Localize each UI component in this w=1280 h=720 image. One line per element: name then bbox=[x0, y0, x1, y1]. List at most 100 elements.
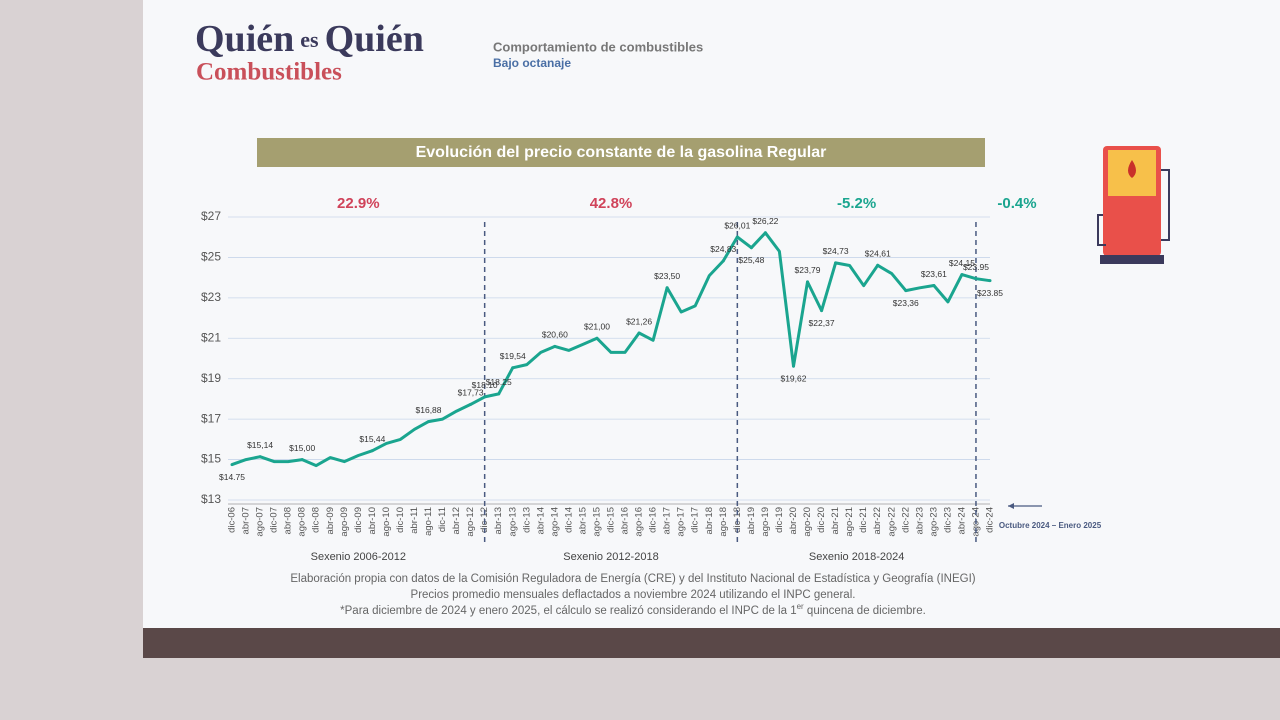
value-label: $23,50 bbox=[654, 271, 680, 281]
x-tick-label: ago-10 bbox=[381, 507, 392, 537]
data-point bbox=[511, 366, 515, 370]
data-point bbox=[806, 280, 810, 284]
value-label: $26,01 bbox=[724, 220, 750, 230]
value-label: $15,00 bbox=[289, 443, 315, 453]
value-label: $16,88 bbox=[416, 405, 442, 415]
x-tick-label: dic-11 bbox=[437, 507, 448, 532]
x-tick-label: ago-11 bbox=[423, 507, 434, 536]
value-label: $23,61 bbox=[921, 269, 947, 279]
x-tick-label: abr-18 bbox=[704, 507, 715, 534]
value-label: $22,37 bbox=[809, 318, 835, 328]
value-label: $20,60 bbox=[542, 330, 568, 340]
value-label: $19,54 bbox=[500, 351, 526, 361]
period-label: Sexenio 2006-2012 bbox=[311, 551, 406, 563]
x-tick-label: abr-21 bbox=[830, 507, 841, 534]
section-subtitle: Bajo octanaje bbox=[493, 56, 571, 70]
x-tick-label: ago-23 bbox=[928, 507, 939, 537]
x-tick-label: dic-13 bbox=[521, 507, 532, 533]
section-title: Comportamiento de combustibles bbox=[493, 39, 703, 54]
data-point bbox=[300, 458, 304, 462]
slide bbox=[143, 0, 1280, 640]
value-label: $24,83 bbox=[710, 244, 736, 254]
x-tick-label: dic-17 bbox=[690, 507, 701, 533]
data-point bbox=[904, 289, 908, 293]
x-tick-label: dic-15 bbox=[606, 507, 617, 533]
data-point bbox=[483, 395, 487, 399]
value-label: $23.95 bbox=[963, 262, 989, 272]
x-tick-label: dic-14 bbox=[563, 507, 574, 533]
x-tick-label: ago-18 bbox=[718, 507, 729, 537]
y-tick-label: $25 bbox=[201, 250, 221, 264]
logo: Quién es Quién bbox=[195, 18, 424, 60]
data-point bbox=[497, 392, 501, 396]
data-point bbox=[637, 331, 641, 335]
x-tick-label: dic-08 bbox=[311, 507, 322, 533]
data-point bbox=[258, 455, 262, 459]
period-change: 42.8% bbox=[590, 195, 633, 212]
data-point bbox=[665, 286, 669, 290]
price-line bbox=[231, 231, 991, 468]
x-tick-label: dic-07 bbox=[269, 507, 280, 533]
value-label: $24,73 bbox=[823, 246, 849, 256]
x-tick-label: abr-24 bbox=[956, 507, 967, 534]
value-label: $18.10 bbox=[472, 380, 498, 390]
x-tick-label: ago-19 bbox=[760, 507, 771, 537]
value-label: $15,44 bbox=[359, 434, 385, 444]
x-tick-label: abr-10 bbox=[367, 507, 378, 534]
value-label: $15,14 bbox=[247, 440, 273, 450]
data-point bbox=[763, 231, 767, 235]
period-arrow-head bbox=[1008, 503, 1014, 509]
x-tick-label: abr-08 bbox=[283, 507, 294, 534]
x-tick-label: ago-17 bbox=[676, 507, 687, 537]
data-point bbox=[595, 336, 599, 340]
x-tick-label: ago-22 bbox=[886, 507, 897, 537]
period-change: 22.9% bbox=[337, 195, 380, 212]
period-label: Sexenio 2012-2018 bbox=[563, 551, 658, 563]
value-label: $21,26 bbox=[626, 316, 652, 326]
y-tick-label: $23 bbox=[201, 290, 221, 304]
data-point bbox=[553, 344, 557, 348]
data-point bbox=[721, 259, 725, 263]
value-label: $26,22 bbox=[752, 216, 778, 226]
x-tick-label: abr-07 bbox=[241, 507, 252, 534]
pump-icon bbox=[1097, 146, 1170, 264]
x-tick-label: abr-22 bbox=[872, 507, 883, 534]
x-tick-label: ago-20 bbox=[802, 507, 813, 537]
value-label: $24,61 bbox=[865, 249, 891, 259]
x-tick-label: abr-14 bbox=[535, 507, 546, 534]
note: *Para diciembre de 2024 y enero 2025, el… bbox=[340, 602, 926, 617]
note: Precios promedio mensuales deflactados a… bbox=[411, 589, 856, 601]
x-tick-label: abr-12 bbox=[451, 507, 462, 534]
period-label: Octubre 2024 – Enero 2025 bbox=[999, 521, 1102, 530]
x-tick-label: dic-10 bbox=[395, 507, 406, 533]
data-point bbox=[749, 246, 753, 250]
y-tick-label: $19 bbox=[201, 371, 221, 385]
x-tick-label: ago-07 bbox=[255, 507, 266, 537]
period-change: -0.4% bbox=[997, 195, 1036, 212]
period-change: -5.2% bbox=[837, 195, 876, 212]
x-tick-label: ago-21 bbox=[844, 507, 855, 537]
value-label: $23.85 bbox=[977, 288, 1003, 298]
x-tick-label: dic-23 bbox=[942, 507, 953, 533]
data-point bbox=[230, 463, 234, 467]
y-tick-label: $17 bbox=[201, 411, 221, 425]
data-point bbox=[988, 279, 992, 283]
x-tick-label: ago-14 bbox=[549, 507, 560, 537]
data-point bbox=[469, 402, 473, 406]
data-point bbox=[427, 420, 431, 424]
value-label: $23,79 bbox=[795, 265, 821, 275]
x-tick-label: dic-24 bbox=[985, 507, 996, 533]
x-tick-label: abr-09 bbox=[325, 507, 336, 534]
x-tick-label: dic-22 bbox=[900, 507, 911, 533]
data-point bbox=[820, 309, 824, 313]
y-tick-label: $13 bbox=[201, 492, 221, 506]
x-tick-label: ago-09 bbox=[339, 507, 350, 537]
data-point bbox=[876, 263, 880, 267]
logo-sub: Combustibles bbox=[196, 59, 342, 86]
data-point bbox=[974, 277, 978, 281]
x-tick-label: dic-19 bbox=[774, 507, 785, 533]
period-label: Sexenio 2018-2024 bbox=[809, 551, 904, 563]
value-label: $18.25 bbox=[486, 377, 512, 387]
